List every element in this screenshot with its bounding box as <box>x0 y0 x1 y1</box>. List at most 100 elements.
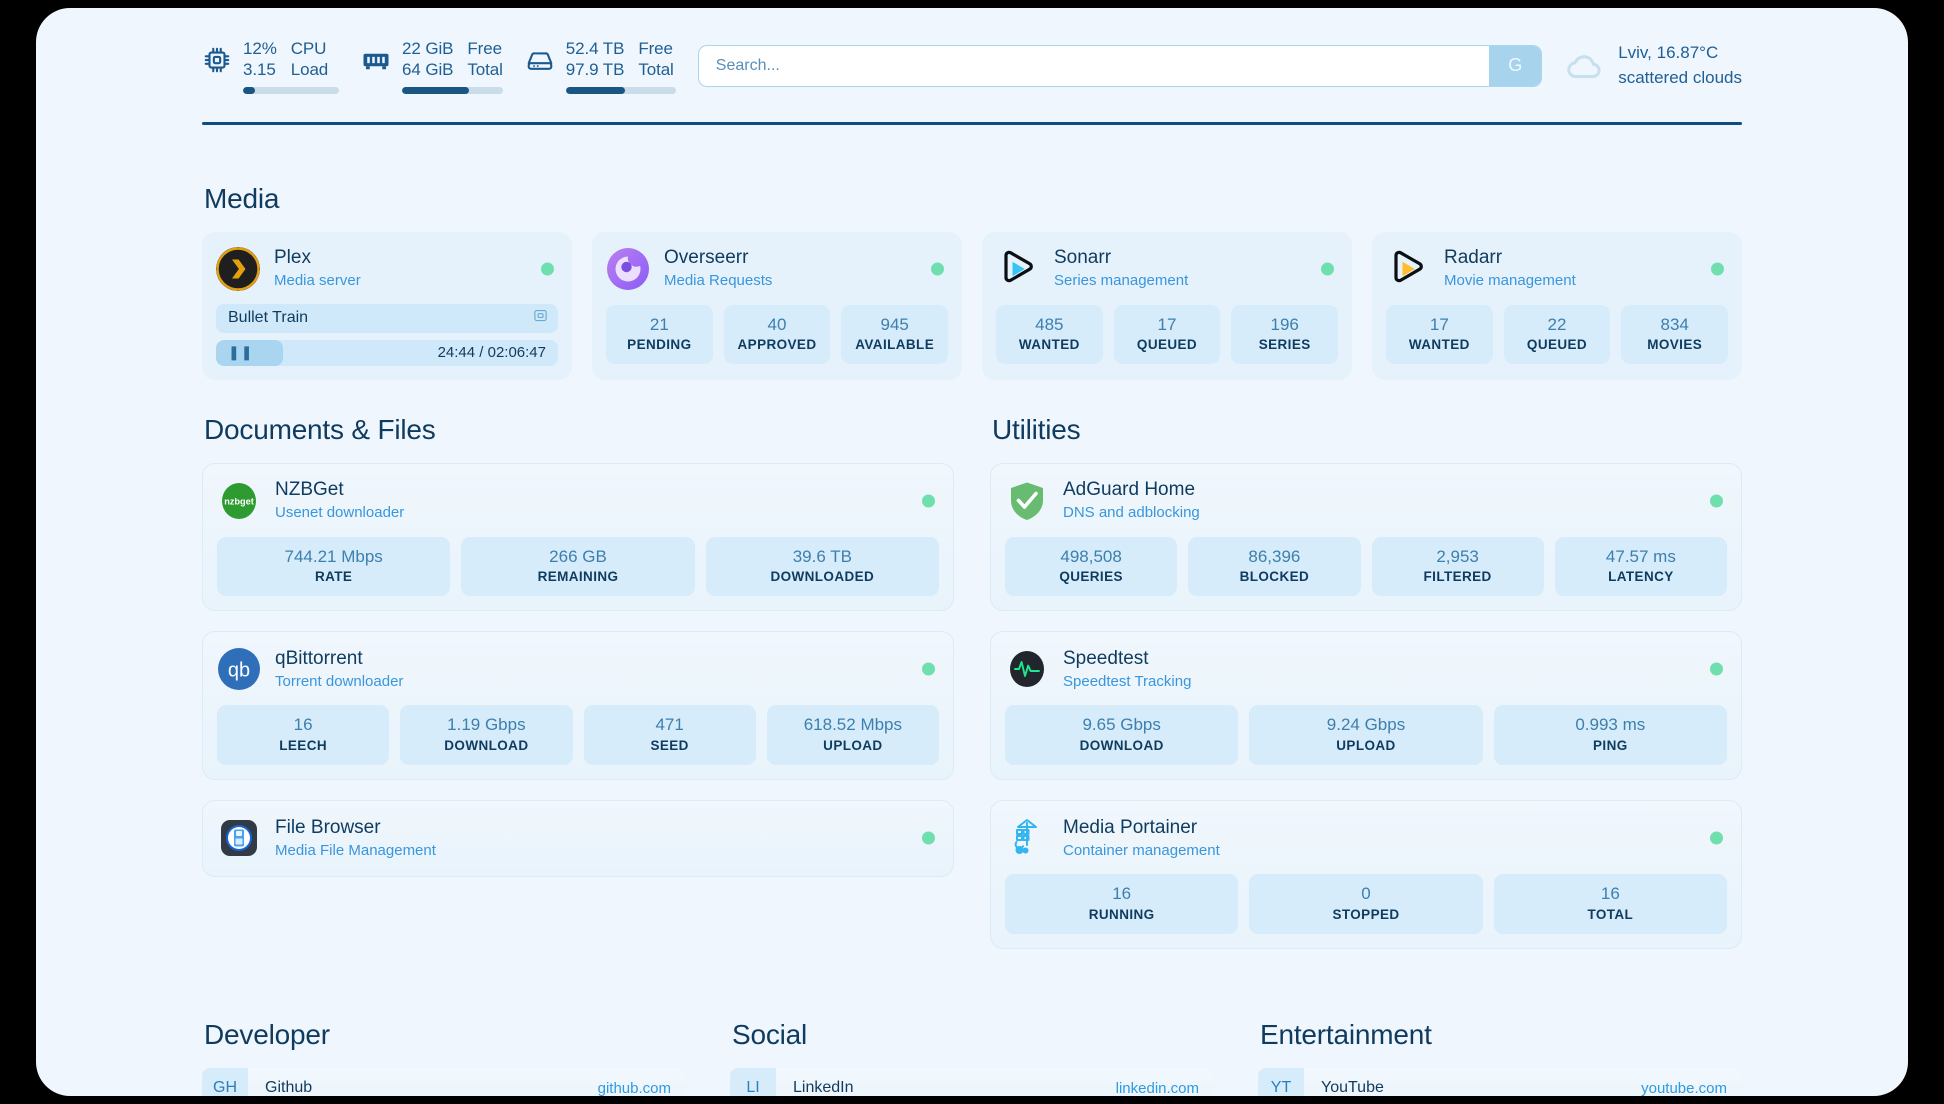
service-card-overseerr[interactable]: Overseerr Media Requests 21 PENDING 40 A… <box>592 231 962 380</box>
service-card-sonarr[interactable]: Sonarr Series management 485 WANTED 17 Q… <box>982 231 1352 380</box>
cast-icon[interactable] <box>533 308 548 328</box>
service-card-file-browser[interactable]: File Browser Media File Management <box>202 800 954 878</box>
stat-chip-stopped[interactable]: 0 STOPPED <box>1249 874 1483 934</box>
speedtest-icon <box>1005 647 1049 691</box>
weather-location-temp: Lviv, 16.87°C <box>1618 43 1719 63</box>
service-card-header-file-browser: File Browser Media File Management <box>217 814 939 862</box>
bookmark-item-youtube[interactable]: YT YouTube youtube.com <box>1258 1067 1742 1096</box>
sonarr-icon <box>996 247 1040 291</box>
stat-memory-right-top: Free <box>467 39 502 58</box>
bookmark-item-github[interactable]: GH Github github.com <box>202 1067 686 1096</box>
status-badge-file-browser <box>922 831 935 845</box>
stat-label: QUEUED <box>1526 337 1588 353</box>
status-badge-overseerr <box>931 262 944 275</box>
service-card-media-portainer[interactable]: Media Portainer Container management 16 … <box>990 800 1742 949</box>
bookmark-url: linkedin.com <box>1115 1079 1199 1096</box>
service-card-qbittorrent[interactable]: qb qBittorrent Torrent downloader 16 LEE… <box>202 631 954 781</box>
status-badge-speedtest <box>1710 662 1723 676</box>
status-badge-radarr <box>1711 262 1724 275</box>
stat-value: 1.19 Gbps <box>447 715 526 735</box>
stat-value: 0.993 ms <box>1575 715 1646 735</box>
stat-chip-blocked[interactable]: 86,396 BLOCKED <box>1188 536 1361 597</box>
stat-chip-downloaded[interactable]: 39.6 TB DOWNLOADED <box>705 536 939 597</box>
stat-label: QUEUED <box>1136 337 1198 353</box>
service-card-radarr[interactable]: Radarr Movie management 17 WANTED 22 QUE… <box>1372 231 1742 380</box>
stat-label: WANTED <box>1408 337 1470 353</box>
pause-icon[interactable]: ❚❚ <box>228 344 254 360</box>
service-subtitle-speedtest: Speedtest Tracking <box>1063 672 1192 690</box>
service-subtitle-sonarr: Series management <box>1054 272 1189 290</box>
stat-chip-approved[interactable]: 40 APPROVED <box>723 304 831 365</box>
stat-chip-wanted[interactable]: 485 WANTED <box>996 304 1103 365</box>
stat-chip-remaining[interactable]: 266 GB REMAINING <box>461 536 695 597</box>
stat-chip-movies[interactable]: 834 MOVIES <box>1621 304 1729 365</box>
stat-label: MOVIES <box>1647 337 1703 353</box>
service-subtitle-plex: Media server <box>274 272 361 290</box>
stat-value: 40 <box>767 314 787 334</box>
service-stats-adguard-home: 498,508 QUERIES 86,396 BLOCKED 2,953 FIL… <box>1005 536 1727 597</box>
utilities-card-stack: AdGuard Home DNS and adblocking 498,508 … <box>990 462 1742 949</box>
filebrowser-icon <box>217 816 261 860</box>
overseerr-icon <box>606 247 650 291</box>
stat-chip-available[interactable]: 945 AVAILABLE <box>841 304 949 365</box>
stat-value: 498,508 <box>1060 546 1122 566</box>
header-divider <box>202 121 1742 125</box>
stat-chip-ping[interactable]: 0.993 ms PING <box>1493 705 1727 766</box>
service-name-speedtest: Speedtest <box>1063 648 1149 670</box>
bookmark-name: YouTube <box>1321 1079 1384 1096</box>
stat-chip-upload[interactable]: 618.52 Mbps UPLOAD <box>766 705 939 766</box>
stat-chip-filtered[interactable]: 2,953 FILTERED <box>1371 536 1544 597</box>
stat-chip-running[interactable]: 16 RUNNING <box>1005 874 1239 934</box>
media-card-grid: Plex Media server Bullet Train ❚❚ 24:44 … <box>202 231 1742 380</box>
stat-chip-wanted[interactable]: 17 WANTED <box>1386 304 1493 365</box>
stat-value: 16 <box>293 715 313 735</box>
now-playing-progress-bar[interactable]: ❚❚ 24:44 / 02:06:47 <box>216 339 558 366</box>
bookmark-abbr: GH <box>202 1067 248 1096</box>
stat-chip-seed[interactable]: 471 SEED <box>583 705 756 766</box>
stat-label: TOTAL <box>1587 907 1634 923</box>
system-stat-memory: 22 GiB 64 GiB Free Total <box>361 38 503 94</box>
stat-cpu-left-top: 12% <box>243 39 277 58</box>
stat-chip-queued[interactable]: 22 QUEUED <box>1503 304 1611 365</box>
svg-text:qb: qb <box>228 660 250 682</box>
service-name-file-browser: File Browser <box>275 817 381 839</box>
bookmark-list: GH Github github.com SO StackOverflow st… <box>202 1067 686 1096</box>
stat-chip-rate[interactable]: 744.21 Mbps RATE <box>217 536 451 597</box>
stat-memory-progress-bar <box>402 86 503 94</box>
stat-label: SERIES <box>1258 337 1311 353</box>
service-card-speedtest[interactable]: Speedtest Speedtest Tracking 9.65 Gbps D… <box>990 631 1742 781</box>
memory-icon <box>361 45 391 75</box>
stat-value: 945 <box>880 314 909 334</box>
now-playing-time: 24:44 / 02:06:47 <box>437 344 546 361</box>
service-card-nzbget[interactable]: nzbget NZBGet Usenet downloader 744.21 M… <box>202 462 954 612</box>
stat-chip-total[interactable]: 16 TOTAL <box>1493 874 1727 934</box>
stat-chip-pending[interactable]: 21 PENDING <box>606 304 713 365</box>
svg-text:nzbget: nzbget <box>224 496 254 506</box>
stat-cpu-progress-bar <box>243 86 339 94</box>
stat-chip-queries[interactable]: 498,508 QUERIES <box>1005 536 1178 597</box>
system-stat-disk: 52.4 TB 97.9 TB Free Total <box>525 38 676 94</box>
stat-chip-upload[interactable]: 9.24 Gbps UPLOAD <box>1249 705 1483 766</box>
stat-chip-leech[interactable]: 16 LEECH <box>217 705 390 766</box>
service-card-adguard-home[interactable]: AdGuard Home DNS and adblocking 498,508 … <box>990 462 1742 612</box>
service-card-plex[interactable]: Plex Media server Bullet Train ❚❚ 24:44 … <box>202 231 572 380</box>
search-box[interactable]: G <box>697 44 1543 87</box>
now-playing-title-bar[interactable]: Bullet Train <box>216 303 558 333</box>
stat-chip-download[interactable]: 1.19 Gbps DOWNLOAD <box>400 705 573 766</box>
stat-chip-latency[interactable]: 47.57 ms LATENCY <box>1554 536 1727 597</box>
stat-chip-series[interactable]: 196 SERIES <box>1231 304 1339 365</box>
bookmark-item-linkedin[interactable]: LI LinkedIn linkedin.com <box>730 1067 1214 1096</box>
stat-chip-download[interactable]: 9.65 Gbps DOWNLOAD <box>1005 705 1239 766</box>
section-title-utilities: Utilities <box>992 413 1081 445</box>
stat-value: 196 <box>1270 314 1299 334</box>
stat-value: 86,396 <box>1248 546 1301 566</box>
bookmark-url: github.com <box>597 1079 671 1096</box>
stat-value: 2,953 <box>1436 546 1479 566</box>
bookmark-list: LI LinkedIn linkedin.com TW Twitter twit… <box>730 1067 1214 1096</box>
search-input[interactable] <box>698 45 1490 86</box>
bookmark-url: youtube.com <box>1641 1079 1727 1096</box>
stat-chip-queued[interactable]: 17 QUEUED <box>1113 304 1221 365</box>
bookmark-group-developer: Developer GH Github github.com SO StackO… <box>202 1019 686 1096</box>
search-submit-button[interactable]: G <box>1489 45 1542 86</box>
service-card-header-overseerr: Overseerr Media Requests <box>606 245 948 293</box>
